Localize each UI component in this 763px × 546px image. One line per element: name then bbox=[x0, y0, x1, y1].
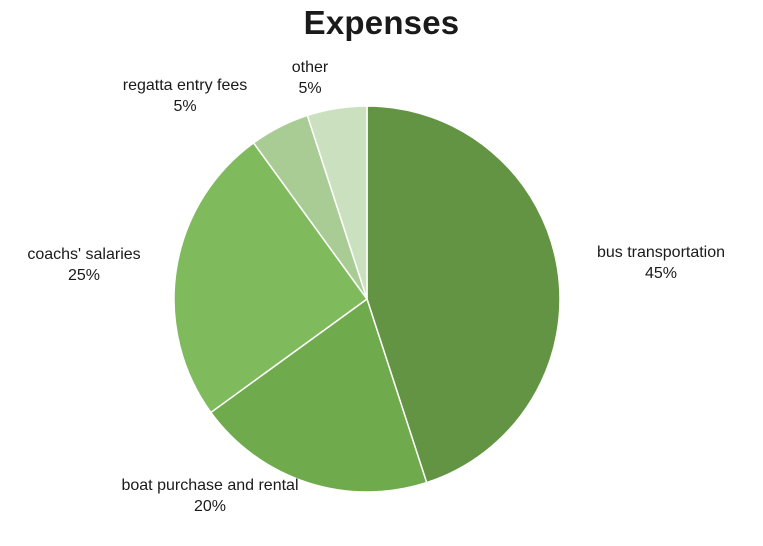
pie-slice-other bbox=[306, 105, 368, 300]
chart-title: Expenses bbox=[303, 4, 460, 41]
label-regatta-entry-fees: regatta entry fees 5% bbox=[122, 77, 248, 115]
label-other: other 5% bbox=[291, 59, 329, 97]
pie-slice-coachs-salaries bbox=[173, 141, 369, 414]
pie-slice-bus-transportation bbox=[366, 105, 561, 484]
label-boat-purchase-and-rental: boat purchase and rental 20% bbox=[121, 477, 299, 515]
label-bus-transportation: bus transportation 45% bbox=[596, 244, 726, 282]
label-coachs-salaries: coachs' salaries 25% bbox=[27, 246, 141, 284]
pie-slice-boat-purchase-and-rental bbox=[209, 297, 428, 493]
